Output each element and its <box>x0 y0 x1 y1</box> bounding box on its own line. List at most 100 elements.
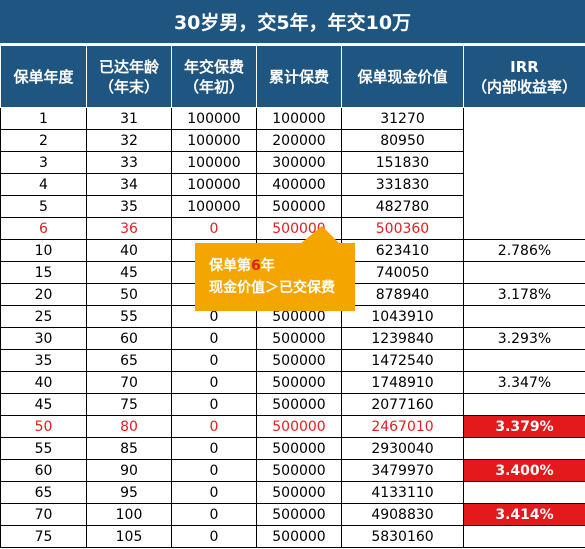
cell-age: 65 <box>86 349 172 372</box>
table-row: 2 32 100000 200000 80950 <box>0 129 585 152</box>
table-row: 3 33 100000 300000 151830 <box>0 151 585 174</box>
callout-suffix: 年 <box>260 258 275 274</box>
table-row: 60 90 0 500000 3479970 3.400% <box>0 459 585 482</box>
cell-premium: 100000 <box>171 173 257 196</box>
cell-premium: 0 <box>171 217 257 240</box>
cell-irr: 3.379% <box>463 415 585 438</box>
cell-age: 70 <box>86 371 172 394</box>
cell-year: 65 <box>0 481 87 504</box>
cell-irr: 3.293% <box>463 327 585 350</box>
cell-year: 1 <box>0 107 87 130</box>
cell-cash-value: 1748910 <box>341 371 464 394</box>
cell-irr: 3.400% <box>463 459 585 482</box>
cell-cash-value: 5830160 <box>341 525 464 548</box>
header-irr-line2: （内部收益率） <box>471 77 577 96</box>
cell-age: 60 <box>86 327 172 350</box>
cell-age: 95 <box>86 481 172 504</box>
header-age: 已达年龄 （年末） <box>86 45 172 108</box>
cell-cumulative: 200000 <box>256 129 342 152</box>
header-annual-premium: 年交保费 （年初） <box>171 45 257 108</box>
cell-cumulative: 500000 <box>256 195 342 218</box>
cell-irr <box>463 305 585 328</box>
header-irr: IRR （内部收益率） <box>463 45 585 108</box>
cell-age: 36 <box>86 217 172 240</box>
cell-cash-value: 80950 <box>341 129 464 152</box>
header-row: 保单年度 已达年龄 （年末） 年交保费 （年初） 累计保费 保单现金价值 IRR… <box>0 45 585 108</box>
header-cash-value-label: 保单现金价值 <box>357 67 448 86</box>
cell-premium: 0 <box>171 437 257 460</box>
cell-cash-value: 3479970 <box>341 459 464 482</box>
cell-cash-value: 4908830 <box>341 503 464 526</box>
cell-age: 105 <box>86 525 172 548</box>
cell-cumulative: 500000 <box>256 415 342 438</box>
cell-cumulative: 500000 <box>256 437 342 460</box>
table-row: 45 75 0 500000 2077160 <box>0 393 585 416</box>
cell-cumulative: 500000 <box>256 371 342 394</box>
header-policy-year: 保单年度 <box>0 45 87 108</box>
cell-cash-value: 2077160 <box>341 393 464 416</box>
cell-premium: 0 <box>171 503 257 526</box>
cell-cash-value: 151830 <box>341 151 464 174</box>
cell-year: 60 <box>0 459 87 482</box>
cell-irr <box>463 393 585 416</box>
cell-age: 85 <box>86 437 172 460</box>
cell-irr <box>463 349 585 372</box>
table-row: 55 85 0 500000 2930040 <box>0 437 585 460</box>
cell-premium: 0 <box>171 371 257 394</box>
table-row: 70 100 0 500000 4908830 3.414% <box>0 503 585 526</box>
cell-age: 35 <box>86 195 172 218</box>
cell-cumulative: 500000 <box>256 393 342 416</box>
table-row: 1 31 100000 100000 31270 <box>0 107 585 130</box>
cell-age: 45 <box>86 261 172 284</box>
cell-age: 40 <box>86 239 172 262</box>
cell-year: 55 <box>0 437 87 460</box>
table-row: 4 34 100000 400000 331830 <box>0 173 585 196</box>
cell-cumulative: 500000 <box>256 525 342 548</box>
cell-age: 33 <box>86 151 172 174</box>
cell-premium: 0 <box>171 393 257 416</box>
cell-age: 90 <box>86 459 172 482</box>
table-body: 1 31 100000 100000 31270 2 32 100000 200000 80950… <box>0 107 585 548</box>
cell-premium: 100000 <box>171 195 257 218</box>
table-row: 6 36 0 500000 500360 <box>0 217 585 240</box>
cell-irr <box>463 525 585 548</box>
cell-year: 5 <box>0 195 87 218</box>
cell-year: 2 <box>0 129 87 152</box>
cell-irr <box>463 129 585 152</box>
cell-year: 70 <box>0 503 87 526</box>
cell-irr <box>463 437 585 460</box>
cell-premium: 0 <box>171 415 257 438</box>
table-row: 35 65 0 500000 1472540 <box>0 349 585 372</box>
cell-irr <box>463 107 585 130</box>
cell-cash-value: 1472540 <box>341 349 464 372</box>
cell-irr <box>463 195 585 218</box>
header-cumulative-premium: 累计保费 <box>256 45 342 108</box>
table-row: 5 35 100000 500000 482780 <box>0 195 585 218</box>
cell-cumulative: 500000 <box>256 327 342 350</box>
cell-cumulative: 500000 <box>256 481 342 504</box>
cell-year: 45 <box>0 393 87 416</box>
cell-cash-value: 1239840 <box>341 327 464 350</box>
cell-cumulative: 500000 <box>256 349 342 372</box>
cell-premium: 0 <box>171 481 257 504</box>
header-premium-line2: （年初） <box>183 77 244 96</box>
cell-age: 34 <box>86 173 172 196</box>
cell-irr <box>463 261 585 284</box>
table-row: 30 60 0 500000 1239840 3.293% <box>0 327 585 350</box>
policy-table: 保单年度 已达年龄 （年末） 年交保费 （年初） 累计保费 保单现金价值 IRR… <box>0 45 585 548</box>
cell-year: 4 <box>0 173 87 196</box>
callout-line2: 现金价值＞已交保费 <box>209 280 335 296</box>
cell-age: 31 <box>86 107 172 130</box>
callout-prefix: 保单第 <box>209 258 251 274</box>
cell-cumulative: 500000 <box>256 459 342 482</box>
cell-premium: 100000 <box>171 107 257 130</box>
header-irr-line1: IRR <box>510 57 539 76</box>
cell-premium: 100000 <box>171 129 257 152</box>
cell-premium: 100000 <box>171 151 257 174</box>
cell-cash-value: 2467010 <box>341 415 464 438</box>
cell-age: 32 <box>86 129 172 152</box>
cell-age: 80 <box>86 415 172 438</box>
callout-box: 保单第6年 现金价值＞已交保费 <box>195 243 355 311</box>
cell-age: 55 <box>86 305 172 328</box>
cell-irr: 3.414% <box>463 503 585 526</box>
